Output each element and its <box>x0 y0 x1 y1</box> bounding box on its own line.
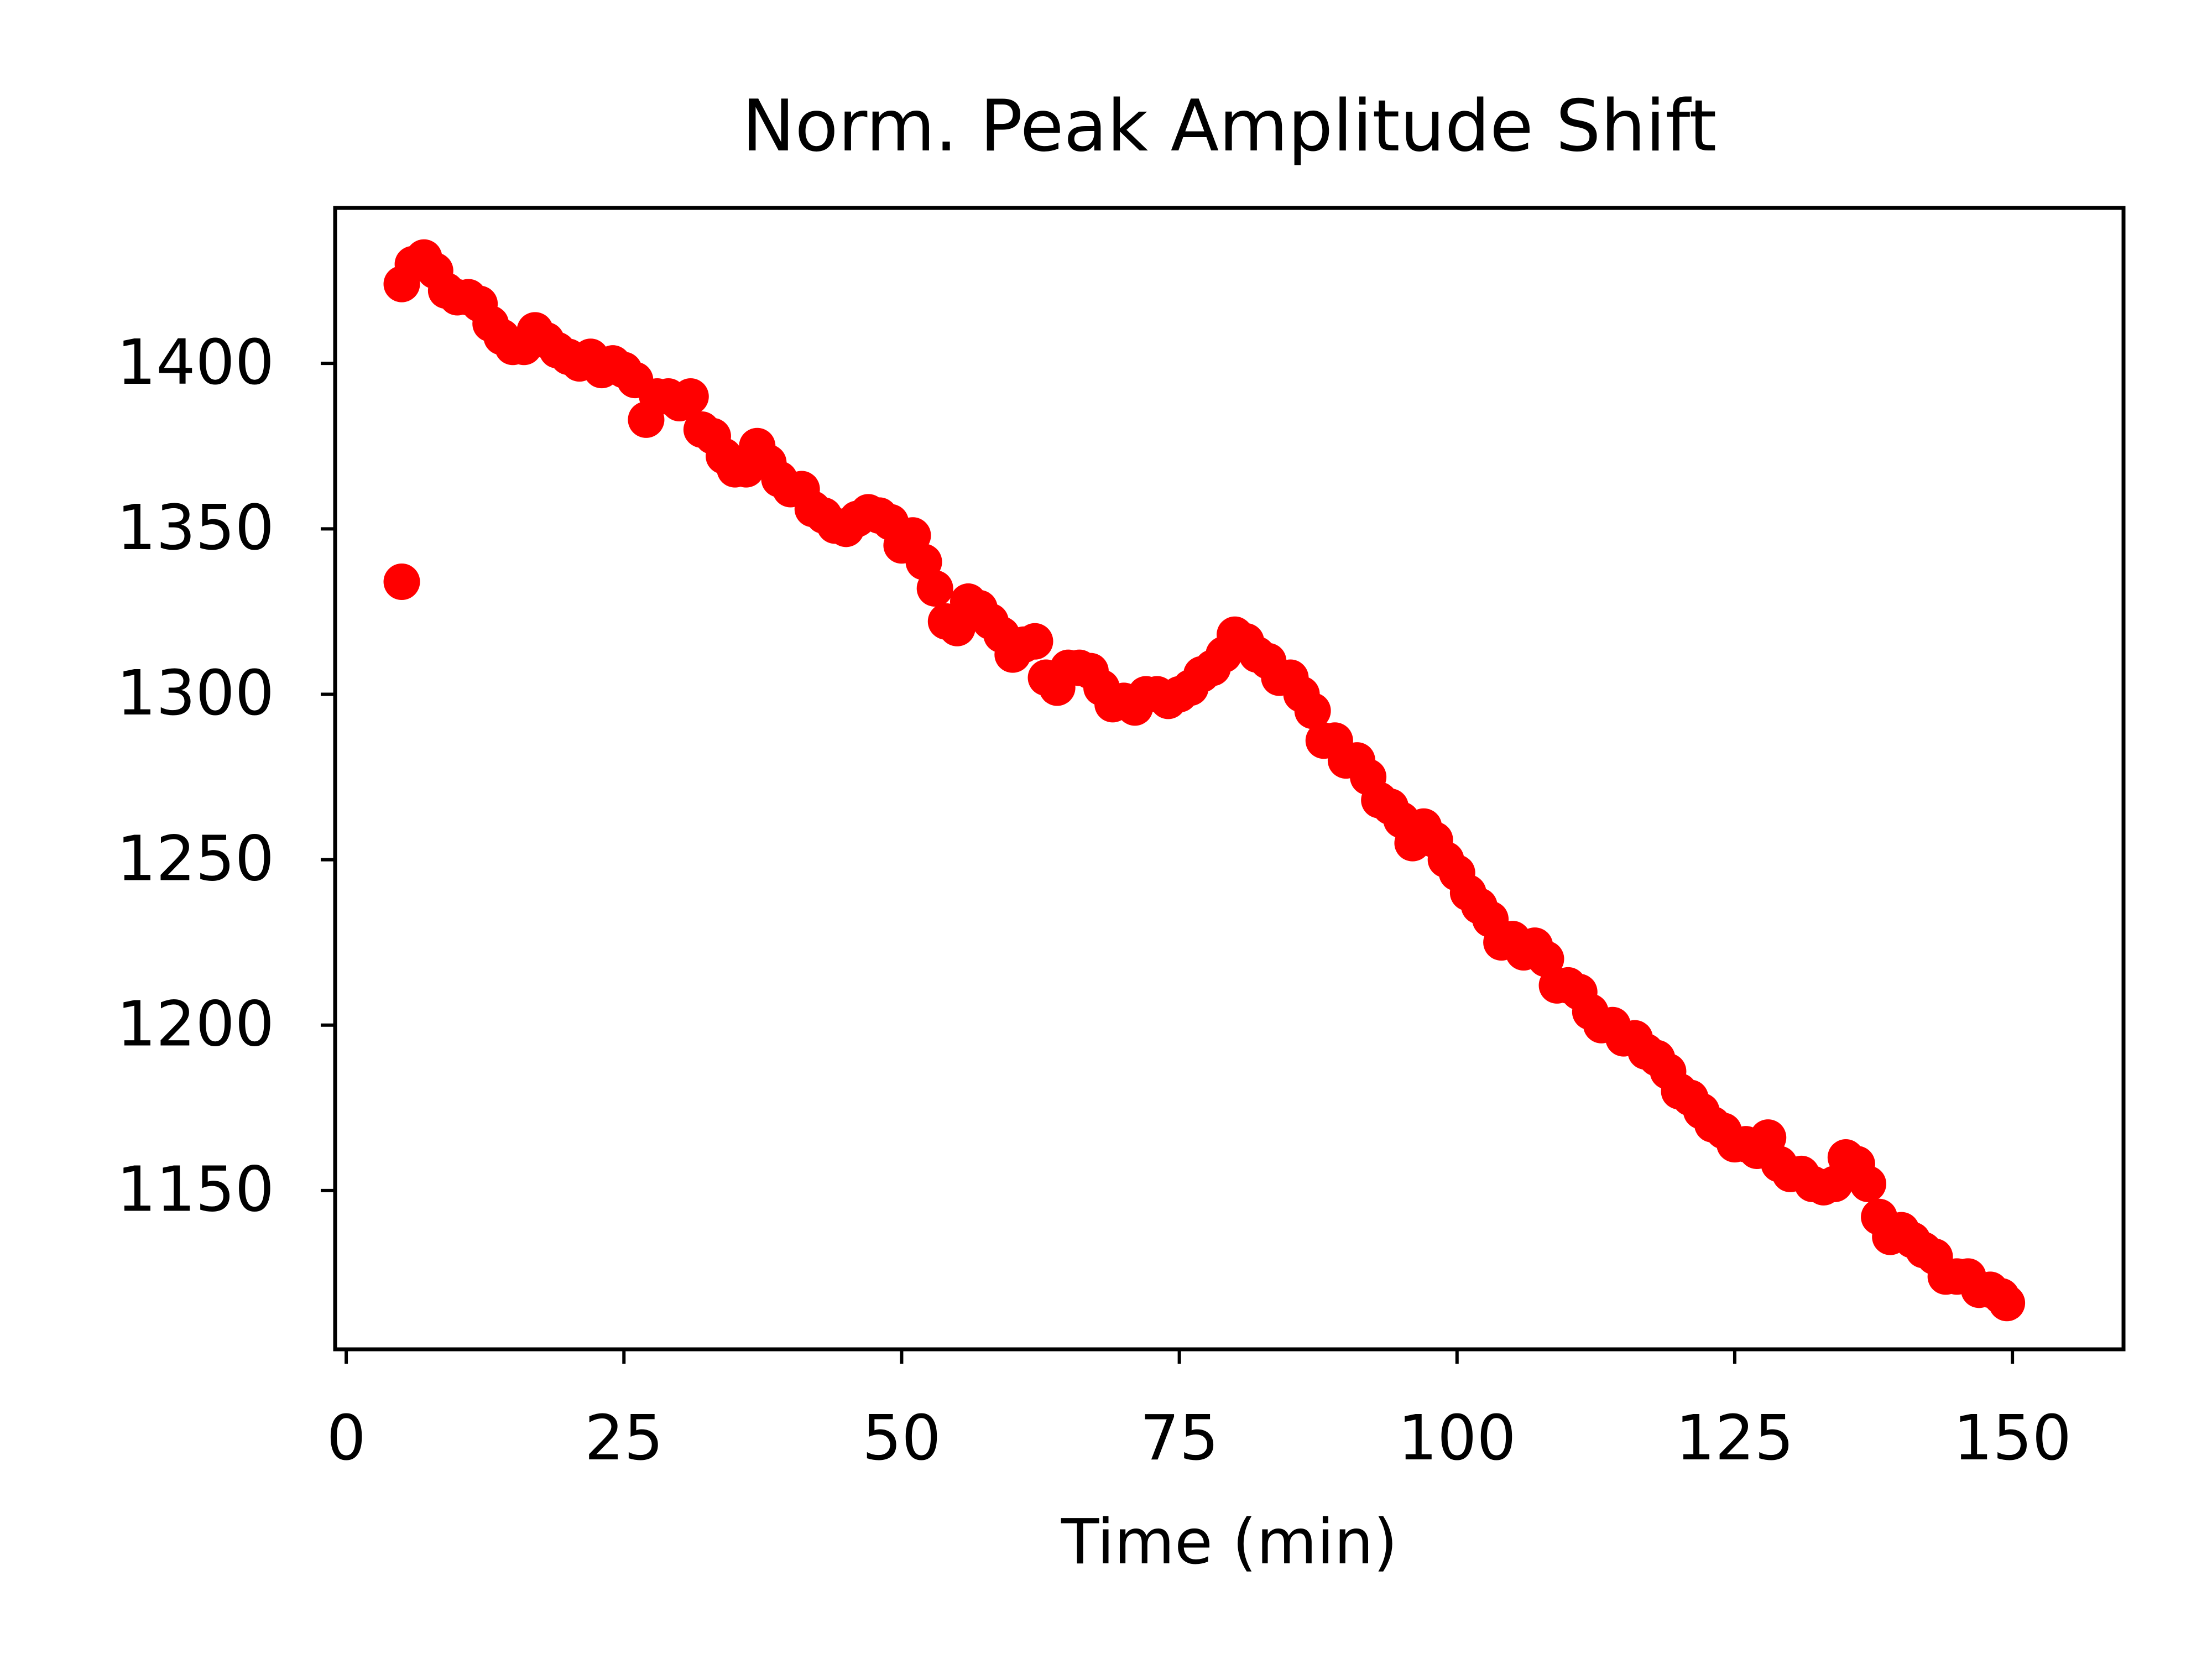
point <box>672 378 709 415</box>
point <box>1294 692 1331 729</box>
point <box>916 570 953 607</box>
point <box>1016 623 1053 660</box>
y-tick-label: 1250 <box>117 823 274 895</box>
y-tick-label: 1150 <box>117 1154 274 1226</box>
chart-title: Norm. Peak Amplitude Shift <box>742 85 1717 168</box>
y-tick-label: 1300 <box>117 658 274 729</box>
x-tick-label: 100 <box>1398 1402 1516 1474</box>
point <box>1989 1285 2026 1322</box>
x-tick-label: 125 <box>1676 1402 1794 1474</box>
x-tick-label: 25 <box>585 1402 664 1474</box>
plot-frame <box>333 206 2126 1352</box>
point <box>1850 1165 1886 1202</box>
x-tick-label: 75 <box>1140 1402 1219 1474</box>
y-tick-label: 1350 <box>117 492 274 564</box>
x-axis-label: Time (min) <box>1061 1506 1397 1578</box>
data-points <box>383 239 2026 1322</box>
point <box>383 564 420 601</box>
y-tick-label: 1200 <box>117 988 274 1060</box>
y-tick-label: 1400 <box>117 327 274 399</box>
x-tick-label: 150 <box>1953 1402 2072 1474</box>
x-tick-label: 0 <box>326 1402 366 1474</box>
x-tick-label: 50 <box>862 1402 941 1474</box>
